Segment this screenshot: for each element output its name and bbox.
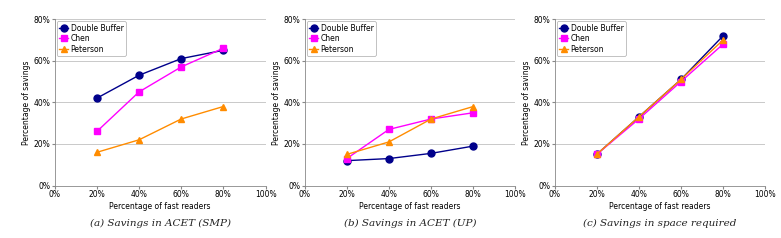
Chen bbox=[469, 111, 478, 114]
Peterson bbox=[219, 105, 228, 108]
Chen bbox=[177, 65, 186, 68]
Chen bbox=[634, 118, 644, 120]
Double Buffer bbox=[676, 78, 686, 81]
Y-axis label: Percentage of savings: Percentage of savings bbox=[272, 60, 281, 145]
Line: Chen: Chen bbox=[594, 40, 726, 158]
Line: Double Buffer: Double Buffer bbox=[594, 32, 726, 158]
X-axis label: Percentage of fast readers: Percentage of fast readers bbox=[609, 202, 711, 211]
Double Buffer bbox=[719, 34, 728, 37]
Chen bbox=[92, 130, 102, 133]
Peterson bbox=[92, 151, 102, 154]
Legend: Double Buffer, Chen, Peterson: Double Buffer, Chen, Peterson bbox=[557, 21, 626, 56]
Peterson bbox=[634, 115, 644, 118]
Chen bbox=[676, 80, 686, 83]
Chen bbox=[592, 153, 601, 156]
Line: Chen: Chen bbox=[94, 45, 226, 135]
Double Buffer bbox=[342, 159, 351, 162]
Line: Double Buffer: Double Buffer bbox=[94, 47, 226, 102]
Line: Peterson: Peterson bbox=[344, 103, 476, 158]
Double Buffer bbox=[134, 74, 144, 77]
Line: Double Buffer: Double Buffer bbox=[344, 143, 476, 164]
Line: Peterson: Peterson bbox=[594, 36, 726, 158]
Y-axis label: Percentage of savings: Percentage of savings bbox=[522, 60, 531, 145]
Legend: Double Buffer, Chen, Peterson: Double Buffer, Chen, Peterson bbox=[57, 21, 126, 56]
Chen bbox=[134, 90, 144, 93]
Peterson bbox=[469, 105, 478, 108]
Double Buffer bbox=[177, 57, 186, 60]
Line: Chen: Chen bbox=[344, 109, 476, 162]
Peterson bbox=[134, 139, 144, 141]
Double Buffer bbox=[469, 145, 478, 148]
Peterson bbox=[426, 118, 436, 120]
X-axis label: Percentage of fast readers: Percentage of fast readers bbox=[109, 202, 211, 211]
Double Buffer bbox=[592, 153, 601, 156]
Peterson bbox=[342, 153, 351, 156]
Chen bbox=[219, 47, 228, 50]
Peterson bbox=[592, 153, 601, 156]
Text: (a) Savings in ACET (SMP): (a) Savings in ACET (SMP) bbox=[90, 219, 230, 228]
Chen bbox=[719, 43, 728, 45]
Y-axis label: Percentage of savings: Percentage of savings bbox=[22, 60, 31, 145]
Double Buffer bbox=[634, 115, 644, 118]
Peterson bbox=[719, 39, 728, 41]
Peterson bbox=[177, 118, 186, 120]
Double Buffer bbox=[384, 157, 394, 160]
Double Buffer bbox=[219, 49, 228, 52]
Text: (b) Savings in ACET (UP): (b) Savings in ACET (UP) bbox=[344, 219, 476, 228]
Line: Peterson: Peterson bbox=[94, 103, 226, 156]
Chen bbox=[384, 128, 394, 131]
Peterson bbox=[676, 78, 686, 81]
X-axis label: Percentage of fast readers: Percentage of fast readers bbox=[359, 202, 461, 211]
Double Buffer bbox=[426, 152, 436, 155]
Peterson bbox=[384, 140, 394, 143]
Legend: Double Buffer, Chen, Peterson: Double Buffer, Chen, Peterson bbox=[307, 21, 376, 56]
Chen bbox=[342, 157, 351, 160]
Text: (c) Savings in space required: (c) Savings in space required bbox=[583, 219, 736, 228]
Chen bbox=[426, 118, 436, 120]
Double Buffer bbox=[92, 97, 102, 100]
